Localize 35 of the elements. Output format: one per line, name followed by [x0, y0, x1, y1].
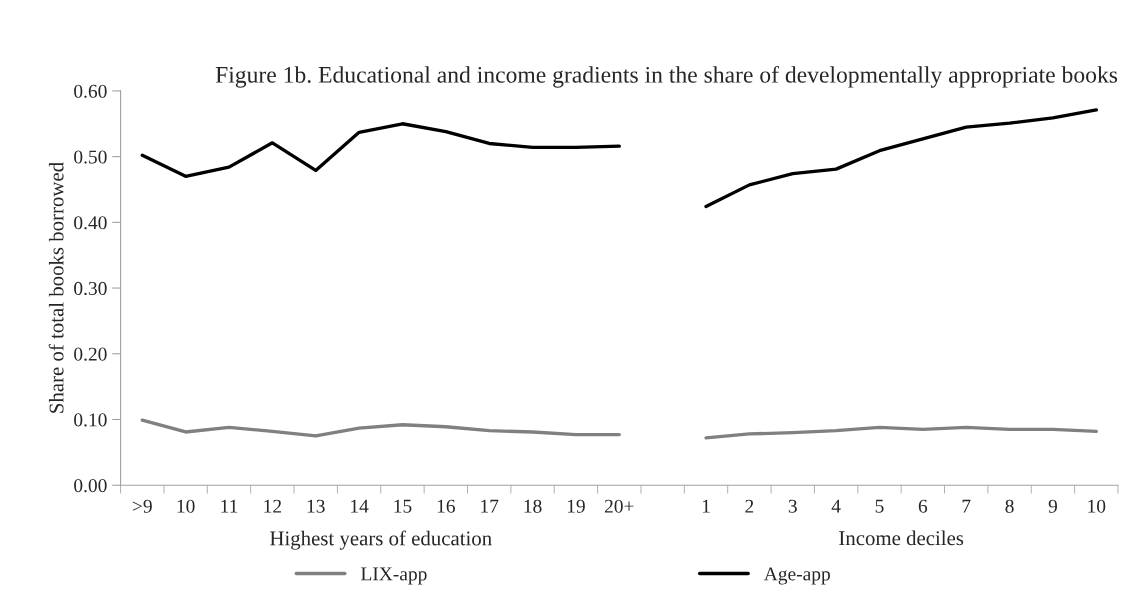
x-tick-label: 19 — [567, 499, 585, 513]
x-tick-label: 20+ — [604, 499, 634, 513]
x-tick-label: 11 — [221, 499, 238, 513]
x-tick-label: 18 — [524, 499, 542, 513]
x-tick-label: 1 — [702, 499, 710, 513]
x-tick-label: 14 — [351, 499, 369, 513]
x-tick-label: 12 — [264, 499, 282, 513]
x-tick-label: 15 — [394, 499, 412, 513]
text: Income deciles — [839, 530, 964, 546]
x-tick-label: 16 — [437, 499, 455, 513]
x-tick-label: 3 — [788, 499, 797, 513]
y-tick-label: 0.40 — [74, 216, 107, 230]
x-tick-label: 2 — [745, 499, 754, 513]
y-tick-label: 0.10 — [74, 413, 107, 427]
y-tick-label: 0.20 — [74, 347, 107, 361]
text: Highest years of education — [270, 530, 492, 550]
x-tick-label: 7 — [962, 499, 971, 513]
x-tick-label: 4 — [831, 499, 841, 513]
x-tick-label: 17 — [481, 499, 499, 513]
y-tick-label: 0.60 — [74, 84, 107, 98]
y-tick-label: 0.00 — [74, 479, 107, 493]
x-tick-label: 10 — [177, 499, 195, 513]
x-tick-label: 10 — [1088, 499, 1106, 513]
x-tick-label: 9 — [1048, 499, 1057, 513]
y-tick-label: 0.50 — [74, 150, 107, 164]
x-tick-label: 8 — [1005, 499, 1014, 513]
x-tick-label: 5 — [875, 499, 884, 513]
y-tick-label: 0.30 — [74, 281, 107, 296]
x-tick-label: 6 — [918, 499, 928, 513]
x-tick-label: 13 — [307, 499, 325, 513]
legend-label: Age-app — [763, 567, 830, 585]
x-tick-label: >9 — [132, 499, 152, 513]
legend-label: LIX-app — [361, 567, 427, 585]
chart-title: Figure 1b. Educational and income gradients in the share of developmentally appropriate books — [215, 65, 1118, 88]
y-axis-title: Share of total books borrowed — [48, 162, 64, 413]
